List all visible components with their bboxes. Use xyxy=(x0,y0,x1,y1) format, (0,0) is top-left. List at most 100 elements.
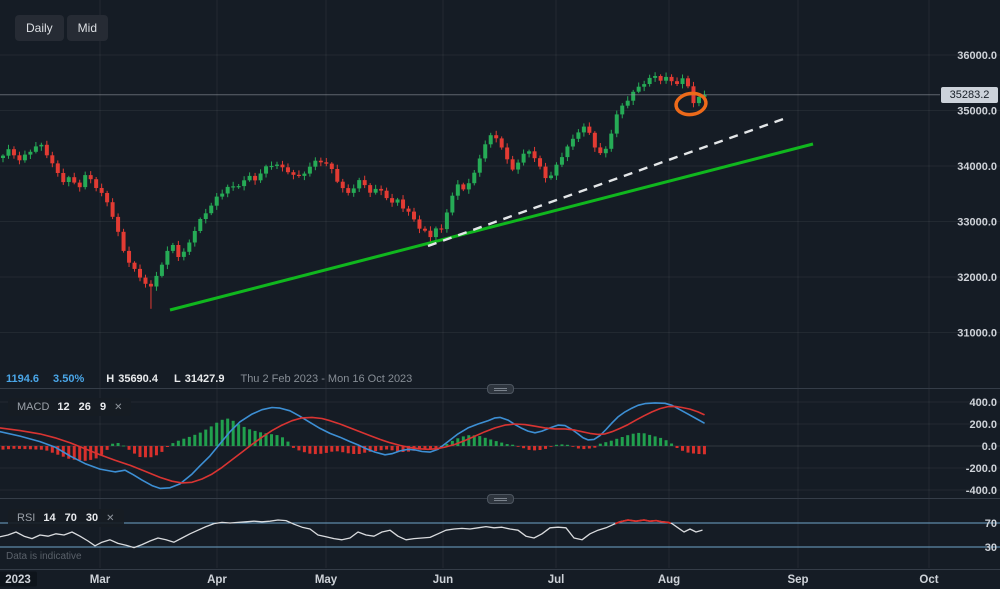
candle-up xyxy=(357,177,362,192)
candle-down xyxy=(543,162,548,183)
macd-histogram-bar xyxy=(237,424,241,446)
macd-histogram-bar xyxy=(280,437,284,446)
rsi-remove-icon[interactable]: ✕ xyxy=(106,512,115,524)
pane-resize-handle[interactable] xyxy=(487,384,514,394)
candle-body xyxy=(6,149,11,156)
candle-body xyxy=(127,250,132,263)
candle-down xyxy=(390,193,395,207)
candle-body xyxy=(472,172,477,184)
macd-histogram-bar xyxy=(664,440,668,446)
candle-up xyxy=(247,172,252,182)
macd-histogram-bar xyxy=(522,446,526,449)
candle-body xyxy=(138,268,142,278)
candle-body xyxy=(220,193,225,197)
macd-histogram-bar xyxy=(609,440,613,446)
candle-body xyxy=(176,245,181,257)
candle-down xyxy=(675,77,680,86)
macd-histogram-bar xyxy=(620,437,624,446)
macd-histogram-bar xyxy=(385,446,389,450)
candle-down xyxy=(412,207,416,222)
time-axis-label: Jul xyxy=(548,574,565,586)
candle-down xyxy=(296,170,301,178)
candle-body xyxy=(603,148,608,154)
macd-histogram-bar xyxy=(209,426,213,446)
price-axis-label: 34000.0 xyxy=(957,161,997,173)
candle-up xyxy=(313,157,318,171)
candle-body xyxy=(1,155,5,158)
candle-up xyxy=(187,239,192,255)
candle-up xyxy=(444,209,449,233)
candle-up xyxy=(631,89,636,105)
macd-histogram-bar xyxy=(423,446,427,449)
candle-up xyxy=(647,74,652,87)
macd-histogram-bar xyxy=(89,446,93,460)
candle-up xyxy=(609,129,614,152)
candle-down xyxy=(127,246,132,267)
price-type-mid-button[interactable]: Mid xyxy=(66,15,109,41)
candle-down xyxy=(99,183,104,197)
macd-histogram-bar xyxy=(242,426,246,446)
macd-histogram-bar xyxy=(379,446,383,451)
candle-down xyxy=(17,151,22,165)
macd-histogram-bar xyxy=(428,446,432,450)
candle-down xyxy=(669,74,674,86)
macd-histogram-bar xyxy=(467,435,471,446)
candle-down xyxy=(346,184,351,196)
candle-up xyxy=(28,149,33,159)
candle-up xyxy=(231,181,236,191)
macd-histogram-bar xyxy=(686,446,690,453)
candle-body xyxy=(105,193,110,203)
candle-down xyxy=(428,226,433,242)
rsi-axis-label: 70 xyxy=(985,518,997,530)
candle-body xyxy=(28,151,33,155)
macd-histogram-bar xyxy=(653,436,657,446)
candle-body xyxy=(675,81,680,84)
candle-down xyxy=(384,187,389,201)
candle-body xyxy=(499,138,504,148)
candle-body xyxy=(335,169,340,182)
candle-down xyxy=(461,182,466,192)
candle-body xyxy=(433,228,438,238)
candle-body xyxy=(285,167,290,173)
candle-down xyxy=(94,177,99,192)
candle-body xyxy=(88,175,93,180)
candle-body xyxy=(412,211,416,220)
candle-body xyxy=(554,164,559,176)
candle-down xyxy=(335,164,340,184)
candle-down xyxy=(406,205,411,216)
macd-histogram-bar xyxy=(78,446,82,461)
macd-histogram-bar xyxy=(231,420,235,446)
macd-histogram-bar xyxy=(494,441,498,446)
timeframe-daily-button[interactable]: Daily xyxy=(15,15,64,41)
candle-down xyxy=(55,160,60,177)
macd-remove-icon[interactable]: ✕ xyxy=(114,401,123,413)
candle-body xyxy=(132,262,137,269)
macd-histogram-bar xyxy=(450,440,454,446)
instrument-stats-bar: 1194.6 3.50% H 35690.4 L 31427.9 Thu 2 F… xyxy=(6,373,412,385)
candle-up xyxy=(22,150,27,163)
macd-histogram-bar xyxy=(220,419,224,446)
macd-histogram-bar xyxy=(83,446,87,461)
candle-body xyxy=(50,155,55,164)
candle-down xyxy=(285,163,290,175)
macd-histogram-bar xyxy=(187,436,191,446)
candle-down xyxy=(116,213,121,237)
macd-histogram-bar xyxy=(122,445,126,447)
macd-histogram-bar xyxy=(149,446,153,458)
candle-body xyxy=(461,184,466,190)
highlight-circle-annotation xyxy=(674,91,708,117)
candle-body xyxy=(11,149,16,156)
candle-up xyxy=(351,184,356,197)
candle-body xyxy=(581,126,586,133)
high-label: H xyxy=(106,373,115,385)
pane-resize-handle[interactable] xyxy=(487,494,514,504)
candle-up xyxy=(581,123,586,137)
candle-body xyxy=(253,175,258,181)
candle-body xyxy=(203,213,208,219)
candle-body xyxy=(247,175,252,181)
candle-up xyxy=(154,271,159,291)
macd-histogram-bar xyxy=(12,446,16,449)
candle-body xyxy=(170,245,175,251)
